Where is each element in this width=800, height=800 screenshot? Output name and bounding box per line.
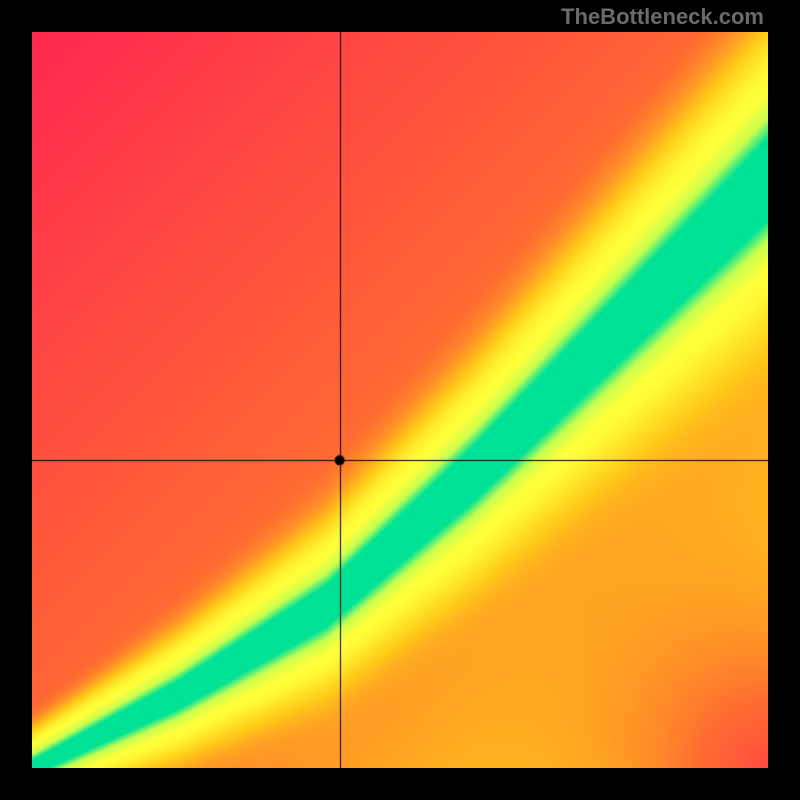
watermark-text: TheBottleneck.com bbox=[561, 4, 764, 30]
bottleneck-heatmap bbox=[32, 32, 768, 768]
chart-container: TheBottleneck.com bbox=[0, 0, 800, 800]
